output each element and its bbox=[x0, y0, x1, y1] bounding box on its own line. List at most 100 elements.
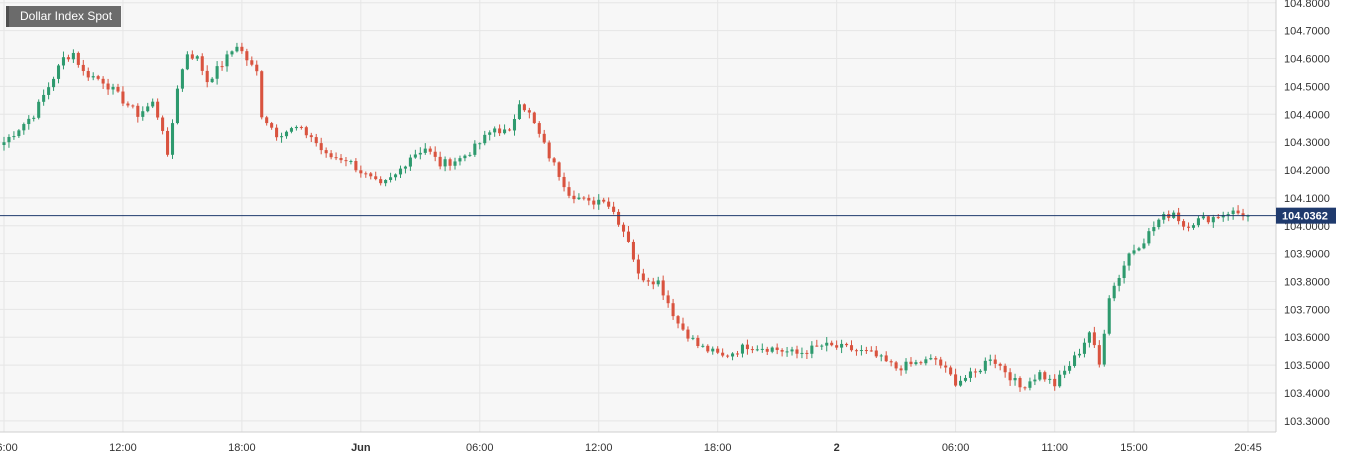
candle-body bbox=[993, 359, 997, 364]
candle-body bbox=[617, 211, 621, 225]
candle-body bbox=[170, 123, 175, 155]
candle-body bbox=[929, 358, 933, 360]
candle-body bbox=[681, 323, 685, 330]
y-tick-label: 104.6000 bbox=[1284, 54, 1330, 66]
candle-body bbox=[443, 159, 447, 167]
candle-body bbox=[1147, 231, 1151, 244]
candle-body bbox=[790, 349, 794, 352]
candle-body bbox=[517, 104, 521, 120]
candle-body bbox=[527, 110, 531, 113]
candle-body bbox=[498, 128, 502, 134]
candle-body bbox=[32, 117, 36, 119]
candle-body bbox=[334, 157, 338, 159]
y-tick-label: 103.9000 bbox=[1284, 249, 1330, 261]
candle-body bbox=[869, 350, 873, 352]
candle-body bbox=[1127, 253, 1131, 266]
candle-body bbox=[661, 280, 665, 296]
candle-body bbox=[854, 350, 858, 352]
candle-body bbox=[369, 173, 373, 177]
candle-body bbox=[250, 60, 254, 65]
candle-body bbox=[27, 118, 31, 125]
candle-body bbox=[973, 371, 977, 373]
candle-body bbox=[42, 94, 46, 102]
x-tick-label: 12:00 bbox=[109, 442, 137, 454]
candle-body bbox=[572, 195, 576, 200]
candle-body bbox=[765, 348, 769, 352]
candle-body bbox=[86, 71, 90, 78]
candle-body bbox=[255, 64, 259, 72]
y-tick-label: 104.7000 bbox=[1284, 26, 1330, 38]
candle-body bbox=[810, 345, 814, 354]
candle-body bbox=[602, 199, 606, 202]
candle-body bbox=[1063, 370, 1067, 375]
candle-body bbox=[493, 128, 497, 133]
candle-body bbox=[379, 179, 383, 184]
candle-body bbox=[1211, 217, 1215, 223]
candle-body bbox=[919, 362, 923, 364]
candle-body bbox=[582, 197, 586, 199]
candle-body bbox=[483, 134, 487, 144]
y-tick-label: 103.3000 bbox=[1284, 416, 1330, 428]
candle-body bbox=[374, 176, 378, 180]
candle-body bbox=[740, 344, 745, 354]
candle-body bbox=[1082, 342, 1086, 354]
candle-body bbox=[131, 105, 135, 107]
candle-body bbox=[726, 355, 730, 357]
candle-body bbox=[200, 56, 204, 71]
candle-body bbox=[349, 161, 353, 163]
candle-body bbox=[785, 351, 789, 353]
candle-body bbox=[934, 358, 938, 360]
candle-body bbox=[413, 154, 417, 158]
candle-body bbox=[577, 197, 581, 200]
x-tick-label: 20:45 bbox=[1234, 442, 1262, 454]
candle-body bbox=[557, 162, 561, 177]
candle-body bbox=[621, 224, 626, 232]
candle-body bbox=[1221, 214, 1225, 218]
candle-body bbox=[1072, 355, 1077, 366]
candle-body bbox=[240, 46, 244, 52]
candle-body bbox=[453, 161, 457, 166]
candle-body bbox=[1182, 221, 1186, 227]
candle-body bbox=[47, 87, 51, 95]
candle-body bbox=[319, 143, 323, 151]
candle-body bbox=[76, 52, 80, 65]
candle-body bbox=[106, 83, 110, 90]
candle-body bbox=[1038, 372, 1042, 380]
y-tick-label: 104.5000 bbox=[1284, 81, 1330, 93]
current-price-label: 104.0362 bbox=[1282, 211, 1328, 223]
candle-body bbox=[552, 158, 556, 163]
candle-body bbox=[542, 133, 546, 143]
x-tick-label: 06:00 bbox=[466, 442, 494, 454]
candle-body bbox=[691, 337, 695, 339]
candle-body bbox=[418, 152, 422, 155]
candle-body bbox=[889, 361, 893, 363]
candle-body bbox=[795, 349, 799, 354]
candle-body bbox=[195, 56, 199, 59]
candle-body bbox=[175, 88, 180, 124]
candle-body bbox=[324, 150, 328, 154]
y-tick-label: 103.8000 bbox=[1284, 276, 1330, 288]
candle-body bbox=[473, 143, 477, 155]
candle-body bbox=[1053, 378, 1057, 387]
candle-body bbox=[1191, 225, 1196, 228]
candle-body bbox=[567, 187, 571, 196]
candle-body bbox=[185, 54, 189, 70]
candle-body bbox=[835, 345, 839, 348]
candle-body bbox=[1117, 278, 1121, 286]
candle-body bbox=[1023, 387, 1027, 389]
candle-body bbox=[275, 127, 279, 138]
candle-body bbox=[507, 129, 512, 131]
candle-body bbox=[820, 345, 824, 347]
candle-body bbox=[1132, 250, 1136, 254]
candle-body bbox=[423, 148, 427, 153]
candle-body bbox=[468, 154, 472, 156]
candle-body bbox=[488, 132, 492, 135]
y-tick-label: 104.2000 bbox=[1284, 165, 1330, 177]
candle-body bbox=[71, 52, 75, 60]
candle-body bbox=[1162, 214, 1166, 220]
candle-body bbox=[398, 168, 403, 175]
candle-body bbox=[151, 101, 155, 107]
candle-body bbox=[1092, 332, 1096, 346]
candle-body bbox=[612, 206, 616, 212]
